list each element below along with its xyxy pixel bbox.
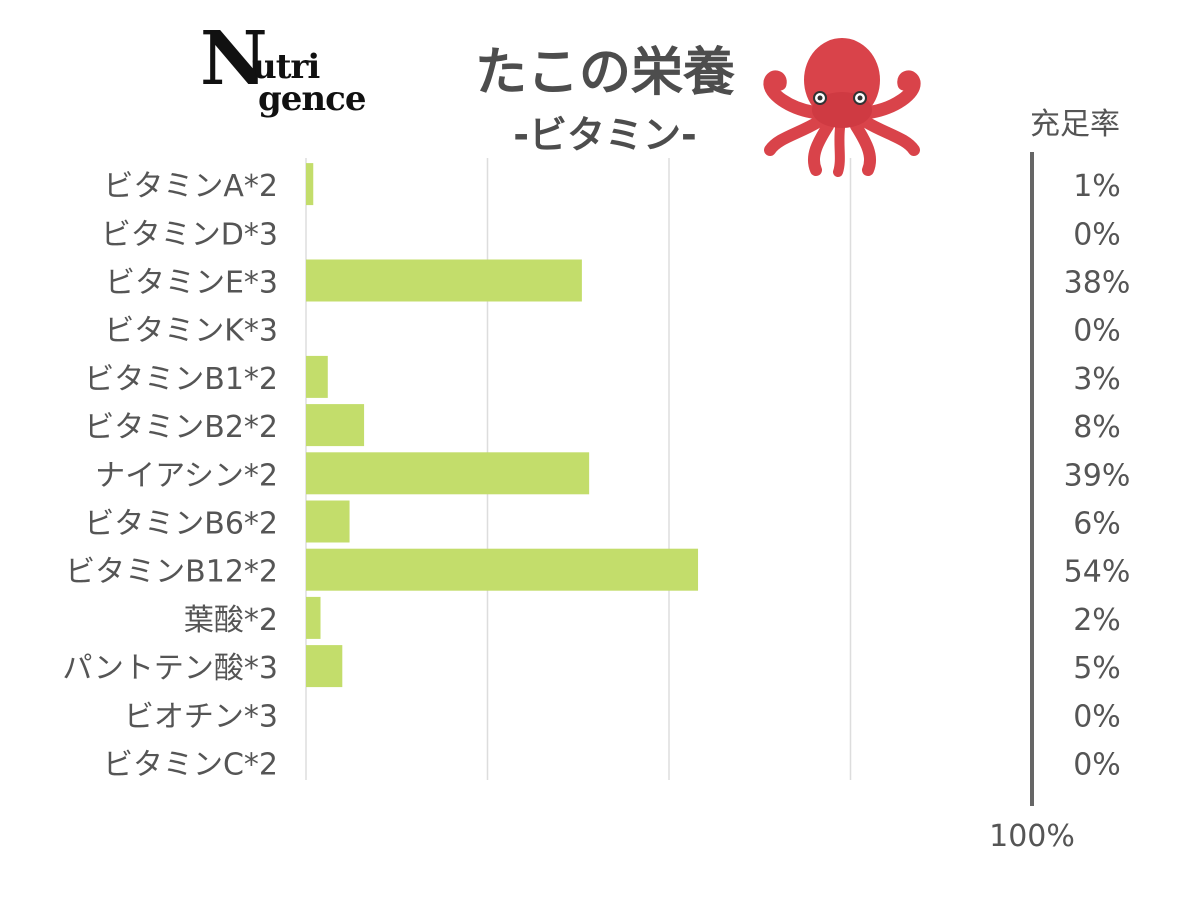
value-label: 2%	[1073, 603, 1121, 638]
bar	[306, 596, 321, 639]
bar	[306, 548, 699, 591]
bar	[306, 500, 350, 543]
value-label: 6%	[1073, 507, 1121, 542]
category-label: ナイアシン*2	[95, 458, 278, 493]
category-label: ビタミンA*2	[103, 169, 278, 204]
category-label: ビオチン*3	[124, 699, 278, 734]
bar	[306, 163, 314, 206]
column-header: 充足率	[1030, 107, 1120, 142]
bar	[306, 404, 365, 447]
value-label: 0%	[1073, 217, 1121, 252]
category-label: 葉酸*2	[184, 603, 278, 638]
chart-subtitle: -ビタミン-	[513, 113, 697, 157]
value-label: 8%	[1073, 410, 1121, 445]
category-label: ビタミンB1*2	[84, 362, 278, 397]
category-label: ビタミンB12*2	[65, 555, 278, 590]
value-label: 0%	[1073, 748, 1121, 783]
logo-text-utri: utri	[252, 47, 320, 87]
bar	[306, 452, 590, 495]
nutrigence-logo: N utri gence	[200, 22, 370, 138]
value-label: 39%	[1064, 458, 1131, 493]
category-label: ビタミンD*3	[101, 217, 278, 252]
value-label: 1%	[1073, 169, 1121, 204]
category-label: ビタミンC*2	[103, 748, 278, 783]
chart-title: たこの栄養	[474, 43, 735, 103]
category-label: パントテン酸*3	[62, 651, 278, 686]
value-label: 0%	[1073, 314, 1121, 349]
value-label: 38%	[1064, 266, 1131, 301]
logo-text-gence: gence	[258, 79, 366, 119]
value-label: 54%	[1064, 555, 1131, 590]
value-label: 5%	[1073, 651, 1121, 686]
bar	[306, 259, 582, 302]
value-label: 0%	[1073, 699, 1121, 734]
value-label: 3%	[1073, 362, 1121, 397]
octopus-icon	[763, 38, 921, 177]
category-label: ビタミンB6*2	[84, 507, 278, 542]
bar	[306, 355, 328, 398]
category-label: ビタミンB2*2	[84, 410, 278, 445]
category-label: ビタミンK*3	[104, 314, 278, 349]
bar	[306, 645, 343, 688]
category-label: ビタミンE*3	[105, 266, 278, 301]
reference-label: 100%	[989, 819, 1075, 854]
logo-letter-n: N	[200, 16, 268, 102]
